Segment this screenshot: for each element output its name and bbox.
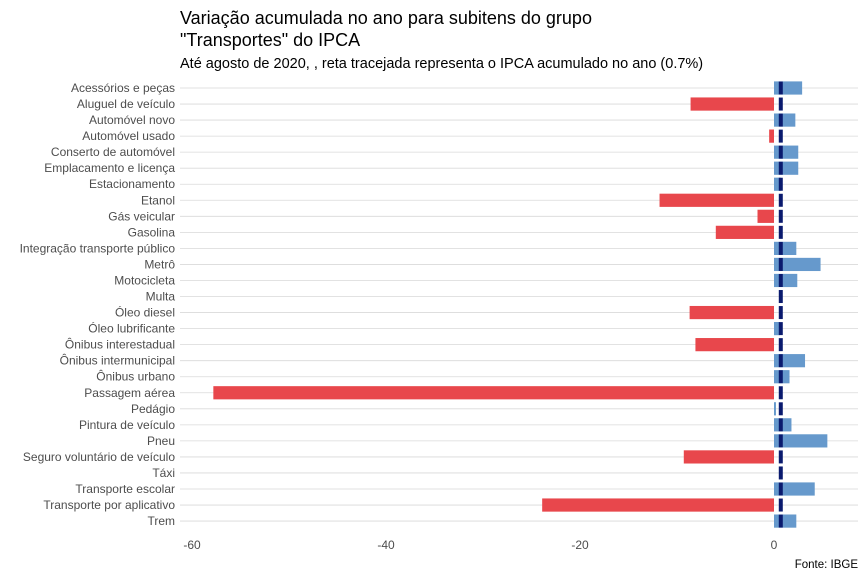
bar-transporte-escolar (774, 482, 815, 496)
chart-caption: Fonte: IBGE (795, 559, 859, 571)
reference-mark-pintura-de-veiculo (778, 418, 783, 432)
reference-mark-multa (778, 290, 783, 304)
bar-estacionamento (774, 177, 781, 191)
reference-mark-emplacamento-e-licenca (778, 161, 783, 175)
y-tick-label-automovel-usado: Automóvel usado (82, 129, 175, 143)
y-tick-label-passagem-aerea: Passagem aérea (84, 386, 175, 400)
bar-conserto-de-automovel (774, 145, 799, 159)
bar-aluguel-de-veiculo (690, 97, 774, 111)
y-tick-label-transporte-por-aplicativo: Transporte por aplicativo (43, 498, 175, 512)
y-tick-label-etanol: Etanol (141, 193, 175, 207)
reference-mark-gas-veicular (778, 209, 783, 223)
y-tick-label-emplacamento-e-licenca: Emplacamento e licença (44, 161, 175, 175)
reference-mark-taxi (778, 466, 783, 480)
y-tick-label-multa: Multa (146, 290, 176, 304)
y-tick-label-pintura-de-veiculo: Pintura de veículo (79, 418, 175, 432)
reference-mark-acessorios-e-pecas (778, 81, 783, 95)
reference-mark-onibus-intermunicipal (778, 354, 783, 368)
y-tick-label-gasolina: Gasolina (128, 225, 176, 239)
bar-onibus-intermunicipal (774, 354, 806, 368)
x-tick-label-neg60: -60 (183, 538, 201, 552)
y-tick-label-pneu: Pneu (147, 434, 175, 448)
reference-mark-etanol (778, 193, 783, 207)
y-tick-label-estacionamento: Estacionamento (89, 177, 175, 191)
bar-seguro-voluntario-de-veiculo (683, 450, 774, 464)
y-tick-label-transporte-escolar: Transporte escolar (75, 482, 175, 496)
y-tick-label-aluguel-de-veiculo: Aluguel de veículo (77, 97, 175, 111)
reference-mark-onibus-urbano (778, 370, 783, 384)
reference-mark-motocicleta (778, 273, 783, 287)
y-tick-label-oleo-lubrificante: Óleo lubrificante (88, 321, 175, 336)
reference-mark-conserto-de-automovel (778, 145, 783, 159)
reference-mark-oleo-lubrificante (778, 322, 783, 336)
bar-gas-veicular (757, 209, 774, 223)
bar-automovel-novo (774, 113, 796, 127)
y-tick-label-motocicleta: Motocicleta (114, 273, 175, 287)
chart-title-line-2: "Transportes" do IPCA (180, 30, 360, 50)
reference-mark-automovel-usado (778, 129, 783, 143)
reference-mark-oleo-diesel (778, 306, 783, 320)
x-tick-labels: -60 -40 -20 0 (183, 538, 777, 552)
bar-pedagio (774, 402, 776, 416)
bars (213, 81, 828, 528)
reference-mark-transporte-por-aplicativo (778, 498, 783, 512)
x-tick-label-neg40: -40 (377, 538, 395, 552)
reference-mark-estacionamento (778, 177, 783, 191)
y-tick-label-integracao-transporte-publico: Integração transporte público (20, 241, 176, 255)
bar-pneu (774, 434, 828, 448)
bar-transporte-por-aplicativo (542, 498, 774, 512)
reference-mark-pedagio (778, 402, 783, 416)
reference-mark-gasolina (778, 225, 783, 239)
bar-metro (774, 257, 821, 272)
reference-mark-metro (778, 257, 783, 271)
y-tick-label-pedagio: Pedágio (131, 402, 175, 416)
bar-motocicleta (774, 273, 798, 288)
y-tick-label-onibus-interestadual: Ônibus interestadual (65, 337, 175, 352)
bar-etanol (659, 193, 774, 207)
reference-mark-transporte-escolar (778, 482, 783, 496)
bar-acessorios-e-pecas (774, 81, 803, 95)
reference-mark-trem (778, 514, 783, 528)
bar-oleo-lubrificante (774, 322, 780, 336)
reference-mark-onibus-interestadual (778, 338, 783, 352)
y-tick-label-metro: Metrô (144, 257, 175, 271)
y-tick-label-automovel-novo: Automóvel novo (89, 113, 175, 127)
chart-title-line-1: Variação acumulada no ano para subitens … (180, 8, 592, 28)
bar-trem (774, 514, 797, 528)
reference-mark-seguro-voluntario-de-veiculo (778, 450, 783, 464)
bar-gasolina (715, 225, 774, 239)
y-tick-label-gas-veicular: Gás veicular (108, 209, 175, 223)
bar-passagem-aerea (213, 386, 775, 400)
gridlines (180, 87, 858, 522)
y-tick-label-taxi: Táxi (152, 466, 175, 480)
y-tick-label-onibus-intermunicipal: Ônibus intermunicipal (60, 353, 175, 368)
y-tick-label-conserto-de-automovel: Conserto de automóvel (51, 145, 175, 159)
reference-mark-integracao-transporte-publico (778, 241, 783, 255)
reference-mark-passagem-aerea (778, 386, 783, 400)
bar-automovel-usado (769, 129, 774, 143)
chart-title: Variação acumulada no ano para subitens … (180, 8, 592, 50)
y-tick-label-seguro-voluntario-de-veiculo: Seguro voluntário de veículo (23, 450, 175, 464)
reference-line (778, 81, 783, 528)
y-tick-label-trem: Trem (147, 514, 175, 528)
bar-onibus-interestadual (695, 338, 774, 352)
y-tick-labels: Acessórios e peças Aluguel de veículo Auto… (20, 81, 176, 528)
y-tick-label-oleo-diesel: Óleo diesel (115, 305, 175, 320)
y-tick-label-onibus-urbano: Ônibus urbano (96, 369, 175, 384)
bar-integracao-transporte-publico (774, 241, 797, 255)
x-tick-label-neg20: -20 (571, 538, 589, 552)
bar-oleo-diesel (689, 305, 774, 320)
reference-mark-pneu (778, 434, 783, 448)
reference-mark-automovel-novo (778, 113, 783, 127)
chart-subtitle: Até agosto de 2020, , reta tracejada rep… (180, 56, 703, 72)
bar-emplacamento-e-licenca (774, 161, 799, 175)
y-tick-label-acessorios-e-pecas: Acessórios e peças (71, 81, 175, 95)
reference-mark-aluguel-de-veiculo (778, 97, 783, 111)
x-tick-label-0: 0 (771, 538, 778, 552)
